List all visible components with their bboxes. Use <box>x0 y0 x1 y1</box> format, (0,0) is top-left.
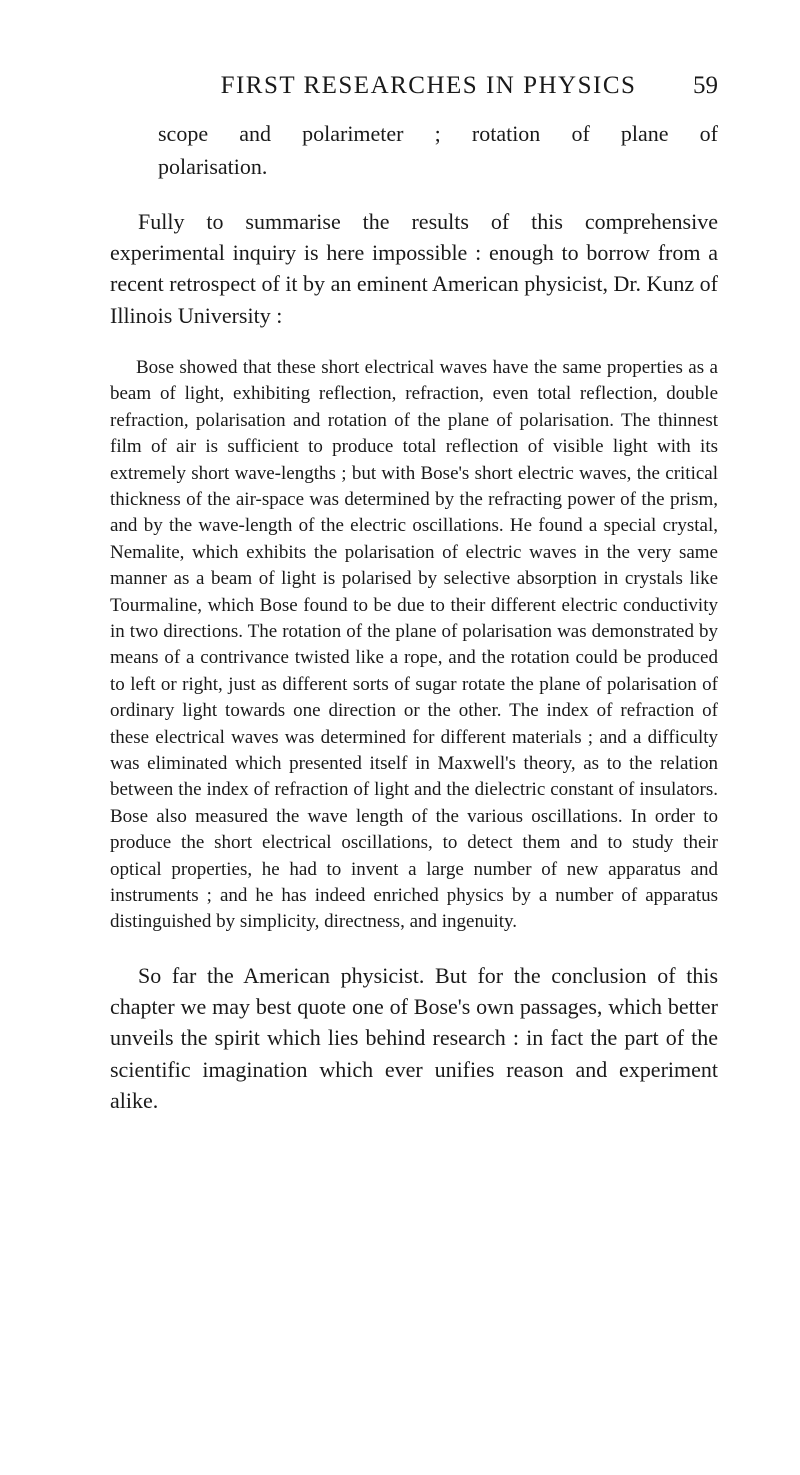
body-paragraph-2: So far the American physicist. But for t… <box>110 960 718 1116</box>
block-quote-paragraph: Bose showed that these short electrical … <box>110 355 718 936</box>
body-paragraph-1: Fully to summarise the results of this c… <box>110 206 718 331</box>
page-number: 59 <box>693 68 718 104</box>
running-head: FIRST RESEARCHES IN PHYSICS <box>110 68 693 104</box>
continuity-text-line-2: polarisation. <box>158 151 718 182</box>
page-header: FIRST RESEARCHES IN PHYSICS 59 <box>110 68 718 104</box>
continuity-text-line-1: scope and polarimeter ; rotation of plan… <box>158 118 718 149</box>
